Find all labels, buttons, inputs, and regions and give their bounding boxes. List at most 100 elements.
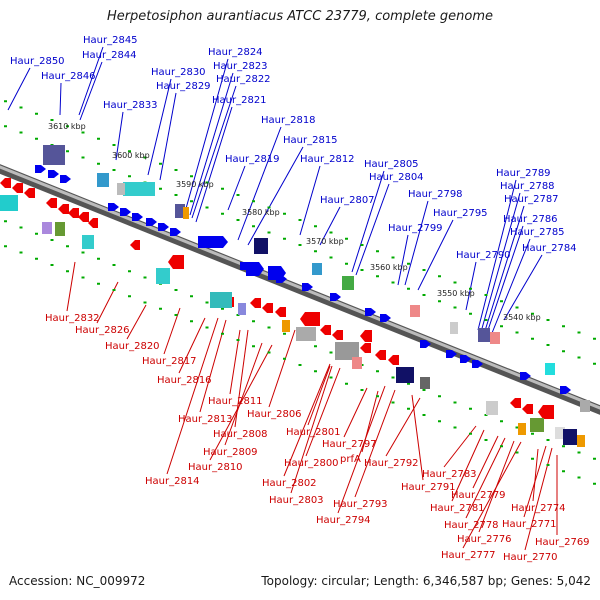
tick-dot xyxy=(19,106,23,109)
forward-gene-label: Haur_2795 xyxy=(433,208,488,219)
gene-box xyxy=(117,183,125,195)
reverse-gene-label: Haur_2808 xyxy=(213,429,268,440)
tick-dot xyxy=(35,232,38,235)
tick-dot xyxy=(391,376,395,379)
reverse-gene-label: prfA xyxy=(340,454,361,465)
reverse-gene-arrow xyxy=(12,183,23,193)
forward-gene-label: Haur_2819 xyxy=(225,154,280,165)
gene-box xyxy=(563,429,577,445)
tick-dot xyxy=(283,357,286,360)
tick-dot xyxy=(252,200,255,203)
forward-gene-arrow xyxy=(170,228,181,236)
gene-box xyxy=(580,400,590,412)
tick-dot xyxy=(267,231,271,234)
tick-dot xyxy=(128,295,131,298)
tick-dot xyxy=(360,244,364,246)
forward-leader-line xyxy=(159,92,177,181)
forward-gene-arrow xyxy=(108,203,119,211)
reverse-leader-line xyxy=(209,344,273,461)
tick-dot xyxy=(531,457,534,460)
tick-dot xyxy=(252,225,255,228)
gene-box xyxy=(530,418,544,432)
tick-dot xyxy=(81,156,85,159)
tick-dot xyxy=(190,200,193,203)
reverse-gene-label: Haur_2797 xyxy=(322,439,377,450)
reverse-gene-arrow xyxy=(58,204,69,214)
tick-dot xyxy=(159,187,162,190)
reverse-gene-label: Haur_2820 xyxy=(105,341,160,352)
forward-gene-arrow xyxy=(460,355,471,363)
tick-dot xyxy=(112,289,116,291)
reverse-gene-arrow xyxy=(320,325,331,335)
tick-dot xyxy=(562,350,565,353)
tick-dot xyxy=(500,420,503,423)
tick-dot xyxy=(66,270,69,273)
gene-features xyxy=(0,145,590,447)
map-labels: 3610 kbp 3600 kbp 3590 kbp 3580 kbp 3570 kbp… xyxy=(10,35,590,563)
scale-label: 3590 kbp xyxy=(176,180,214,189)
forward-gene-arrow xyxy=(268,266,286,280)
tick-dot xyxy=(112,264,116,266)
forward-gene-arrow xyxy=(198,236,228,248)
forward-gene-label: Haur_2846 xyxy=(41,71,96,82)
tick-dot xyxy=(515,331,519,334)
gene-box xyxy=(518,423,526,435)
forward-gene-label: Haur_2821 xyxy=(212,95,267,106)
scale-label: 3550 kbp xyxy=(437,289,475,298)
tick-dot xyxy=(469,287,472,290)
tick-dot xyxy=(190,175,193,178)
reverse-gene-arrow xyxy=(360,330,372,342)
forward-gene-arrow xyxy=(48,170,59,178)
forward-leader-line xyxy=(237,126,282,241)
forward-gene-label: Haur_2829 xyxy=(156,81,211,92)
genome-stats-text: Topology: circular; Length: 6,346,587 bp… xyxy=(261,574,591,588)
forward-gene-label: Haur_2787 xyxy=(504,194,559,205)
tick-dot xyxy=(4,100,7,103)
forward-leader-line xyxy=(480,192,521,333)
tick-dot xyxy=(221,332,224,335)
forward-leader-line xyxy=(59,82,62,116)
tick-dot xyxy=(19,251,23,254)
reverse-leader-line xyxy=(451,429,485,502)
reverse-leader-line xyxy=(337,385,386,514)
forward-leader-line xyxy=(351,170,385,273)
forward-leader-line xyxy=(465,261,477,311)
tick-dot xyxy=(376,395,379,398)
scale-label: 3570 kbp xyxy=(306,237,344,246)
gene-box xyxy=(43,145,65,165)
tick-dot xyxy=(221,187,224,190)
reverse-gene-label: Haur_2826 xyxy=(75,325,130,336)
tick-dot xyxy=(562,470,565,473)
tick-dot xyxy=(4,220,7,223)
tick-dot xyxy=(221,307,224,310)
reverse-leader-line xyxy=(224,342,263,446)
forward-gene-label: Haur_2833 xyxy=(103,100,158,111)
gene-box xyxy=(410,305,420,317)
forward-leader-line xyxy=(247,146,304,246)
tick-dot xyxy=(546,319,550,321)
reverse-leader-line xyxy=(385,397,421,457)
reverse-gene-label: Haur_2814 xyxy=(145,476,200,487)
tick-dot xyxy=(546,464,550,466)
forward-leader-line xyxy=(78,46,104,116)
tick-dot xyxy=(252,345,255,348)
gene-box xyxy=(352,357,362,369)
reverse-gene-arrow xyxy=(68,208,79,218)
tick-dot xyxy=(66,245,69,248)
tick-dot xyxy=(577,356,581,359)
reverse-gene-arrow xyxy=(510,398,521,408)
gene-box xyxy=(396,367,414,383)
reverse-gene-arrow xyxy=(275,307,286,317)
gene-box xyxy=(545,363,555,375)
reverse-gene-arrow xyxy=(375,350,386,360)
tick-dot xyxy=(453,401,457,404)
reverse-gene-label: Haur_2779 xyxy=(451,490,506,501)
tick-dot xyxy=(159,162,162,165)
reverse-gene-label: Haur_2817 xyxy=(142,356,197,367)
reverse-gene-arrow xyxy=(388,355,399,365)
reverse-leader-line xyxy=(305,367,341,457)
tick-dot xyxy=(205,181,209,184)
tick-dot xyxy=(500,325,503,328)
reverse-gene-arrow xyxy=(130,240,140,250)
